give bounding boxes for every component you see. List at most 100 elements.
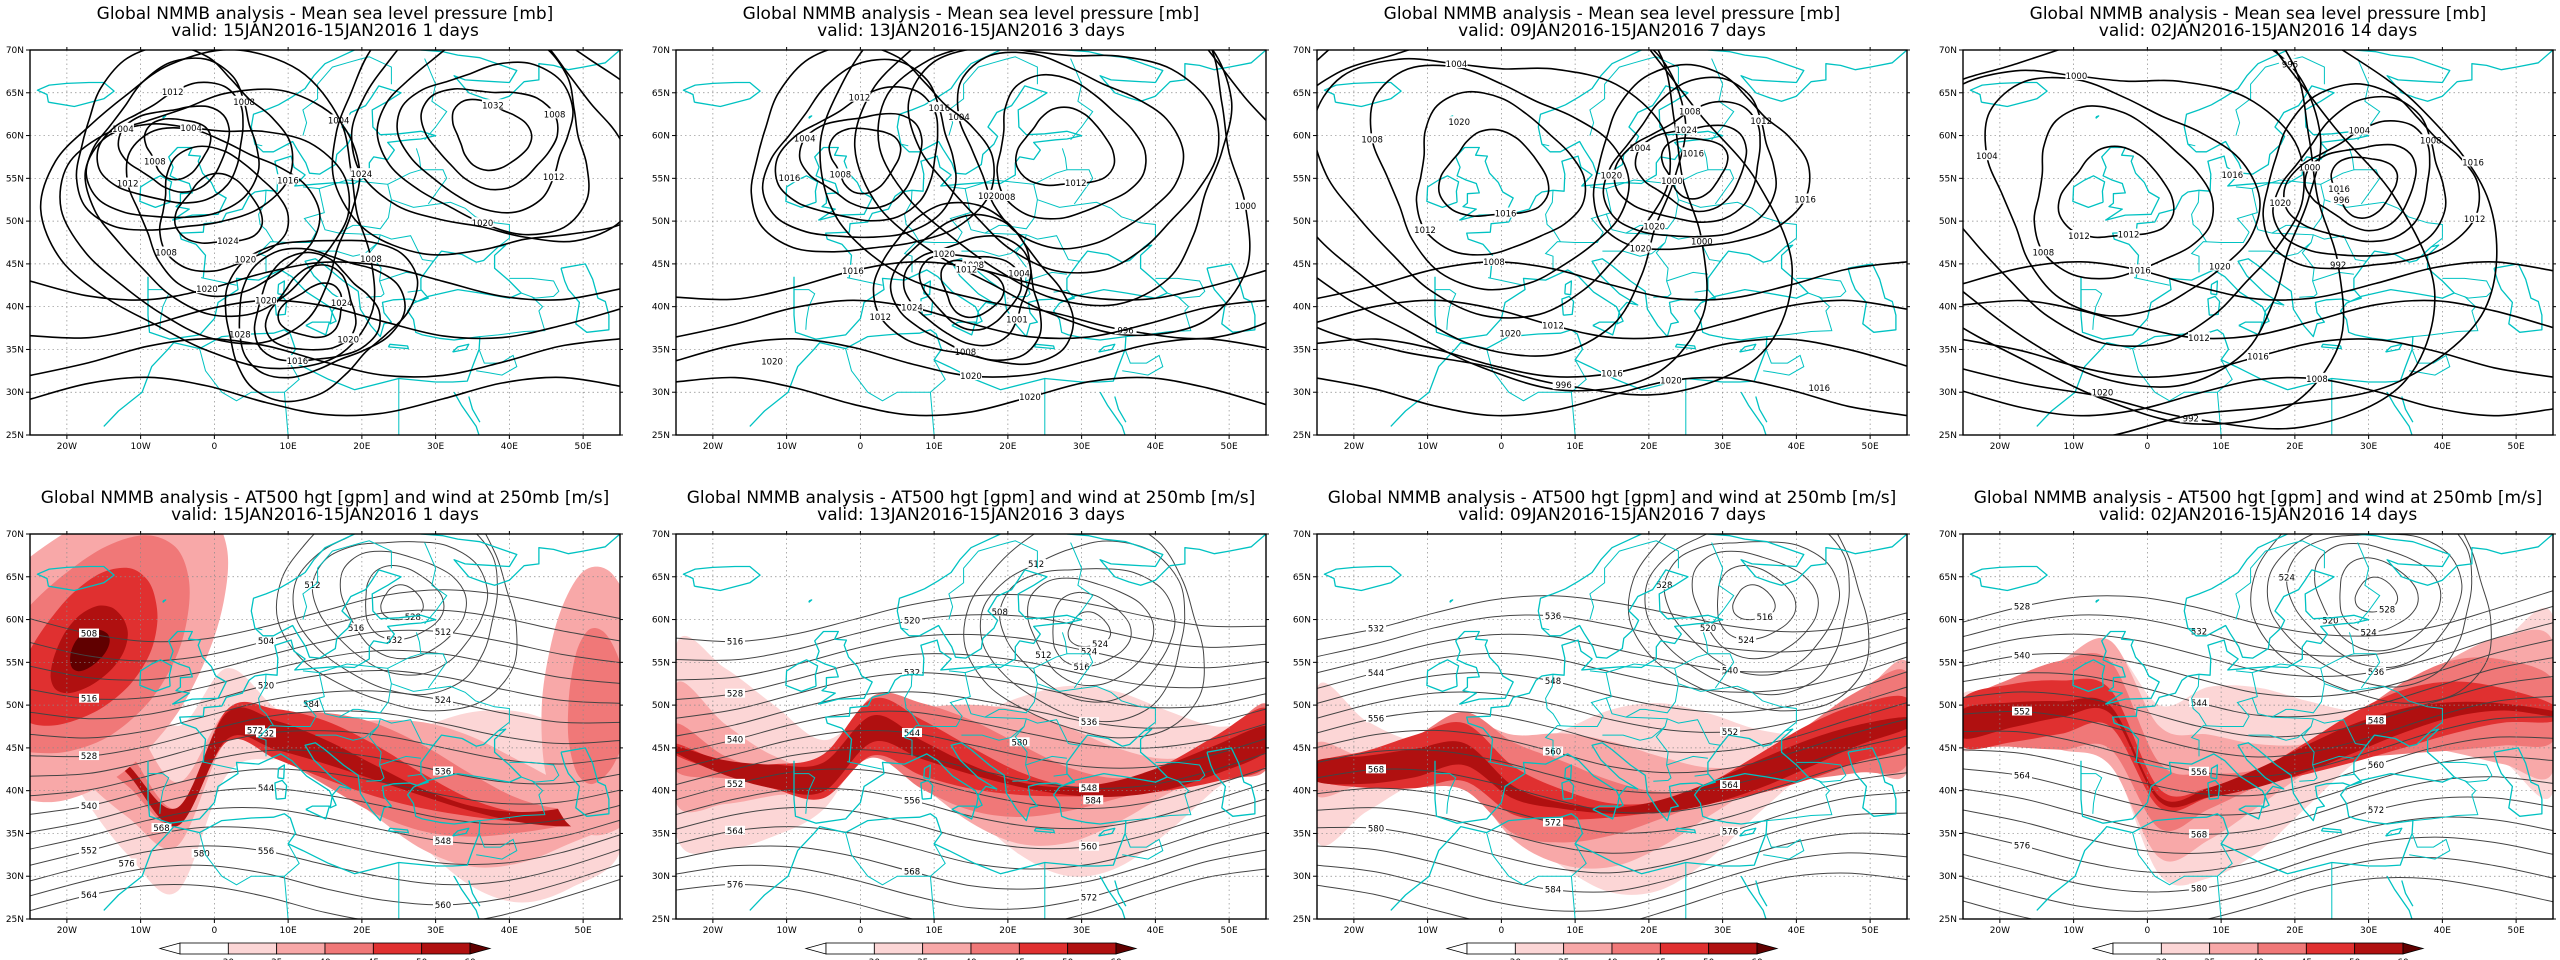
height-contour xyxy=(1691,550,1819,660)
isobar-label-bg xyxy=(1808,381,1831,392)
isobar-label-bg xyxy=(869,310,892,321)
isobar-label: 1020 xyxy=(2209,263,2231,273)
lon-tick-label: 50E xyxy=(1862,442,1879,452)
coastline xyxy=(1323,565,1402,592)
isobar-line xyxy=(877,50,1233,307)
height-label-bg xyxy=(191,848,212,858)
isobar-label-bg xyxy=(761,355,784,366)
isobar-label: 1004 xyxy=(794,135,816,145)
colorbar-segment xyxy=(372,942,423,955)
height-label: 536 xyxy=(435,768,451,778)
height-contour xyxy=(676,849,1266,910)
height-contour xyxy=(1716,564,1797,641)
isobar-label-bg xyxy=(1600,169,1623,180)
height-label: 572 xyxy=(247,726,263,736)
height-label: 556 xyxy=(1368,714,1384,724)
isobar-label-bg xyxy=(977,189,1000,200)
colorbar-label: 40 xyxy=(1606,958,1618,960)
isobar-label-bg xyxy=(161,86,184,97)
country-border xyxy=(2353,653,2381,689)
height-contour xyxy=(30,649,620,700)
country-border xyxy=(1666,271,1708,282)
isobar-label: 1008 xyxy=(155,248,177,258)
isobar-label-bg xyxy=(327,114,350,125)
country-border xyxy=(1544,670,1612,757)
height-contour xyxy=(1317,652,1907,693)
map-panel: Global NMMB analysis - Mean sea level pr… xyxy=(6,4,623,452)
wind-shading xyxy=(567,627,620,785)
height-label: 536 xyxy=(2368,668,2384,678)
country-border xyxy=(315,716,381,741)
height-label-bg xyxy=(1079,646,1099,656)
height-label: 516 xyxy=(727,638,743,648)
wind-shading xyxy=(1317,659,1907,869)
height-label-bg xyxy=(2189,626,2209,636)
height-label-bg xyxy=(2366,759,2386,769)
isobar-label-bg xyxy=(180,121,203,132)
height-label-bg xyxy=(2189,829,2209,839)
colorbar-label: 50 xyxy=(416,958,428,960)
coastline xyxy=(452,827,470,837)
height-label-bg xyxy=(2012,770,2032,780)
country-border xyxy=(361,540,392,569)
isobar-label-bg xyxy=(2221,168,2244,179)
country-border xyxy=(2187,143,2196,147)
coastline xyxy=(785,659,819,693)
height-label-bg xyxy=(245,725,266,735)
coastline xyxy=(560,747,610,817)
isobar-label: 1000 xyxy=(1691,237,1713,247)
colorbar-segment xyxy=(1611,942,1661,955)
country-border xyxy=(1541,143,1550,147)
colorbar-segment xyxy=(2257,942,2307,955)
height-label: 548 xyxy=(1081,784,1097,794)
isobar-label: 1024 xyxy=(217,237,239,247)
isobar-label-bg xyxy=(842,264,864,275)
height-label-bg xyxy=(902,795,922,805)
isobar-line xyxy=(117,105,231,194)
isobar-label: 1008 xyxy=(233,98,255,108)
isobar-label-bg xyxy=(2247,350,2269,361)
height-label: 572 xyxy=(2368,806,2384,816)
coastline xyxy=(453,391,480,435)
height-contour xyxy=(1317,633,1907,674)
lat-tick-label: 50N xyxy=(6,217,24,227)
coastline xyxy=(1426,659,1460,693)
lon-tick-label: 20W xyxy=(57,926,77,936)
height-label-bg xyxy=(1366,623,1386,633)
isobar-label: 1008 xyxy=(994,193,1016,203)
coastline xyxy=(1674,827,1696,834)
lat-tick-label: 45N xyxy=(652,744,670,754)
isobar-line xyxy=(1317,50,1708,392)
lon-tick-label: 10W xyxy=(2063,926,2083,936)
height-label: 536 xyxy=(1081,718,1097,728)
isobar-label-bg xyxy=(901,301,923,312)
lon-tick-label: 20W xyxy=(1990,442,2010,452)
lon-tick-label: 10E xyxy=(1567,442,1584,452)
height-label: 548 xyxy=(2368,716,2384,726)
colorbar-label: 50 xyxy=(1703,958,1715,960)
lat-tick-label: 60N xyxy=(1293,616,1311,626)
isobar-line xyxy=(1602,76,1777,238)
map-frame xyxy=(1316,49,1908,436)
isobar-label: 1020 xyxy=(761,358,783,368)
height-label: 528 xyxy=(81,752,97,762)
colorbar-segment xyxy=(1708,942,1758,955)
isobar-label: 1008 xyxy=(544,110,566,120)
height-label-bg xyxy=(79,693,99,703)
isobar-label-bg xyxy=(955,263,978,274)
map-area: 1024100810121004100410081008100410121008… xyxy=(30,50,620,435)
country-border xyxy=(900,627,909,631)
height-label-bg xyxy=(1079,892,1099,902)
isobar-label-bg xyxy=(2348,124,2371,135)
colorbar-segment xyxy=(2112,942,2162,955)
isobar-label-bg xyxy=(233,95,256,106)
coastline xyxy=(1707,50,1907,102)
isobar-label-bg xyxy=(1448,116,1471,127)
country-border xyxy=(1544,186,1612,273)
lat-tick-label: 30N xyxy=(6,388,24,398)
isobar-label-bg xyxy=(2463,212,2486,223)
lon-tick-label: 10W xyxy=(1417,926,1437,936)
height-label-bg xyxy=(1079,717,1099,727)
lat-tick-label: 45N xyxy=(1939,260,1957,270)
lat-tick-label: 50N xyxy=(6,701,24,711)
